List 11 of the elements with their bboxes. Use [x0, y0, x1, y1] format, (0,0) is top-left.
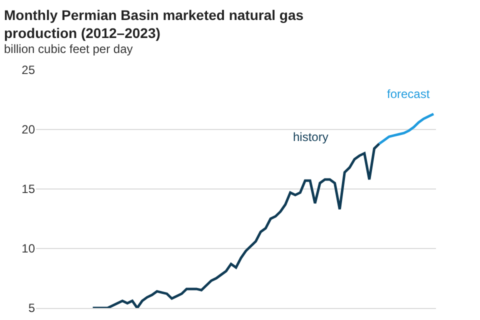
y-tick-label: 10: [22, 242, 36, 256]
line-series: [92, 142, 380, 308]
text: history: [293, 130, 328, 144]
y-tick-label: 5: [28, 301, 36, 316]
line-series: [378, 112, 435, 146]
y-tick-label: 15: [22, 182, 36, 196]
y-tick-label: 25: [22, 63, 36, 78]
series-label: forecast: [387, 87, 430, 101]
y-tick-label: 20: [22, 122, 36, 137]
y-axis-title: billion cubic feet per day: [4, 42, 133, 56]
chart-title: Monthly Permian Basin marketed natural gas production (2012–2023): [4, 7, 304, 42]
